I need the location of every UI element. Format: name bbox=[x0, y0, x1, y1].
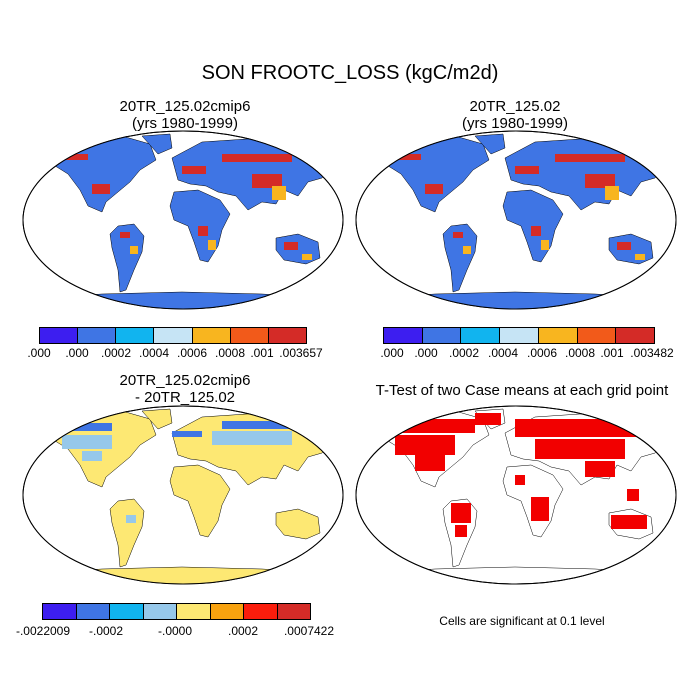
map-panel1 bbox=[22, 130, 344, 310]
colorbar-tick: .0002 bbox=[227, 624, 259, 638]
colorbar-swatch bbox=[210, 604, 244, 619]
mid-value-patches bbox=[463, 186, 645, 260]
greenland bbox=[141, 408, 173, 430]
colorbar-swatch bbox=[116, 328, 155, 343]
colorbar-swatch bbox=[268, 328, 306, 343]
panel3-title-line2: - 20TR_125.02 bbox=[134, 389, 236, 406]
colorbar-tick: -.0002 bbox=[88, 624, 124, 638]
map-panel3 bbox=[22, 405, 344, 585]
antarctica bbox=[41, 566, 325, 584]
panel1-title: 20TR_125.02cmip6 (yrs 1980-1999) bbox=[20, 98, 350, 132]
high-value-patches bbox=[395, 154, 631, 250]
high-value-patches bbox=[62, 154, 298, 250]
colorbar-tick: .000 bbox=[380, 346, 404, 360]
colorbar-tick: .0002 bbox=[100, 346, 132, 360]
colorbar-swatch bbox=[277, 604, 310, 619]
colorbar-tick: .0002 bbox=[448, 346, 480, 360]
colorbar-swatch bbox=[384, 328, 423, 343]
significance-note: Cells are significant at 0.1 level bbox=[439, 614, 605, 628]
colorbar-tick: .0008 bbox=[214, 346, 246, 360]
colorbar-panel1 bbox=[39, 327, 307, 344]
africa bbox=[169, 464, 231, 538]
colorbar-tick: .001 bbox=[600, 346, 624, 360]
colorbar-tick: .000 bbox=[65, 346, 89, 360]
mid-value-patches bbox=[130, 186, 312, 260]
africa bbox=[502, 464, 564, 538]
colorbar-swatch bbox=[500, 328, 539, 343]
colorbar-swatch bbox=[143, 604, 177, 619]
negative-patches bbox=[52, 421, 322, 437]
colorbar-panel2 bbox=[383, 327, 655, 344]
colorbar-swatch bbox=[244, 604, 278, 619]
greenland bbox=[474, 133, 506, 155]
south-america bbox=[442, 498, 478, 568]
colorbar-tick: .003482 bbox=[630, 346, 674, 360]
panel1-title-line1: 20TR_125.02cmip6 bbox=[119, 98, 251, 115]
panel2-title-line1: 20TR_125.02 bbox=[469, 98, 561, 115]
land-group bbox=[374, 408, 666, 584]
colorbar-tick: .0006 bbox=[526, 346, 558, 360]
panel4-title: T-Test of two Case means at each grid po… bbox=[375, 382, 669, 399]
colorbar-tick: .000 bbox=[414, 346, 438, 360]
colorbar-tick: .0006 bbox=[176, 346, 208, 360]
australia bbox=[608, 508, 654, 540]
panel1-title-line2: (yrs 1980-1999) bbox=[132, 115, 238, 132]
panel2-title: 20TR_125.02 (yrs 1980-1999) bbox=[350, 98, 680, 132]
map-panel4 bbox=[355, 405, 677, 585]
colorbar-swatch bbox=[616, 328, 655, 343]
colorbar-tick: .0004 bbox=[138, 346, 170, 360]
colorbar-swatch bbox=[78, 328, 117, 343]
colorbar-swatch bbox=[177, 604, 211, 619]
slight-negative-patches bbox=[62, 431, 292, 523]
colorbar-swatch bbox=[154, 328, 193, 343]
colorbar-tick: .0007422 bbox=[283, 624, 335, 638]
colorbar-swatch bbox=[110, 604, 144, 619]
colorbar-swatch bbox=[422, 328, 462, 343]
colorbar-tick: .000 bbox=[27, 346, 51, 360]
colorbar-swatch bbox=[40, 328, 79, 343]
colorbar-tick: .003657 bbox=[279, 346, 323, 360]
south-america bbox=[442, 223, 478, 293]
colorbar-swatch bbox=[43, 604, 77, 619]
colorbar-tick: -.0000 bbox=[157, 624, 193, 638]
colorbar-tick: -.0022009 bbox=[15, 624, 71, 638]
colorbar-swatch bbox=[230, 328, 269, 343]
antarctica bbox=[374, 291, 658, 309]
map-panel2 bbox=[355, 130, 677, 310]
significant-cells bbox=[385, 413, 655, 537]
australia bbox=[275, 508, 321, 540]
antarctica bbox=[41, 291, 325, 309]
colorbar-swatch bbox=[538, 328, 578, 343]
main-title: SON FROOTC_LOSS (kgC/m2d) bbox=[201, 62, 499, 84]
panel3-title-line1: 20TR_125.02cmip6 bbox=[119, 372, 251, 389]
colorbar-tick: .0004 bbox=[487, 346, 519, 360]
colorbar-tick: .001 bbox=[250, 346, 274, 360]
colorbar-panel3 bbox=[42, 603, 311, 620]
panel3-title: 20TR_125.02cmip6 - 20TR_125.02 bbox=[20, 372, 350, 406]
land-group bbox=[41, 408, 333, 584]
panel2-title-line2: (yrs 1980-1999) bbox=[462, 115, 568, 132]
colorbar-swatch bbox=[577, 328, 617, 343]
colorbar-swatch bbox=[461, 328, 501, 343]
colorbar-swatch bbox=[76, 604, 110, 619]
greenland bbox=[141, 133, 173, 155]
south-america bbox=[109, 223, 145, 293]
colorbar-tick: .0008 bbox=[564, 346, 596, 360]
colorbar-swatch bbox=[192, 328, 231, 343]
